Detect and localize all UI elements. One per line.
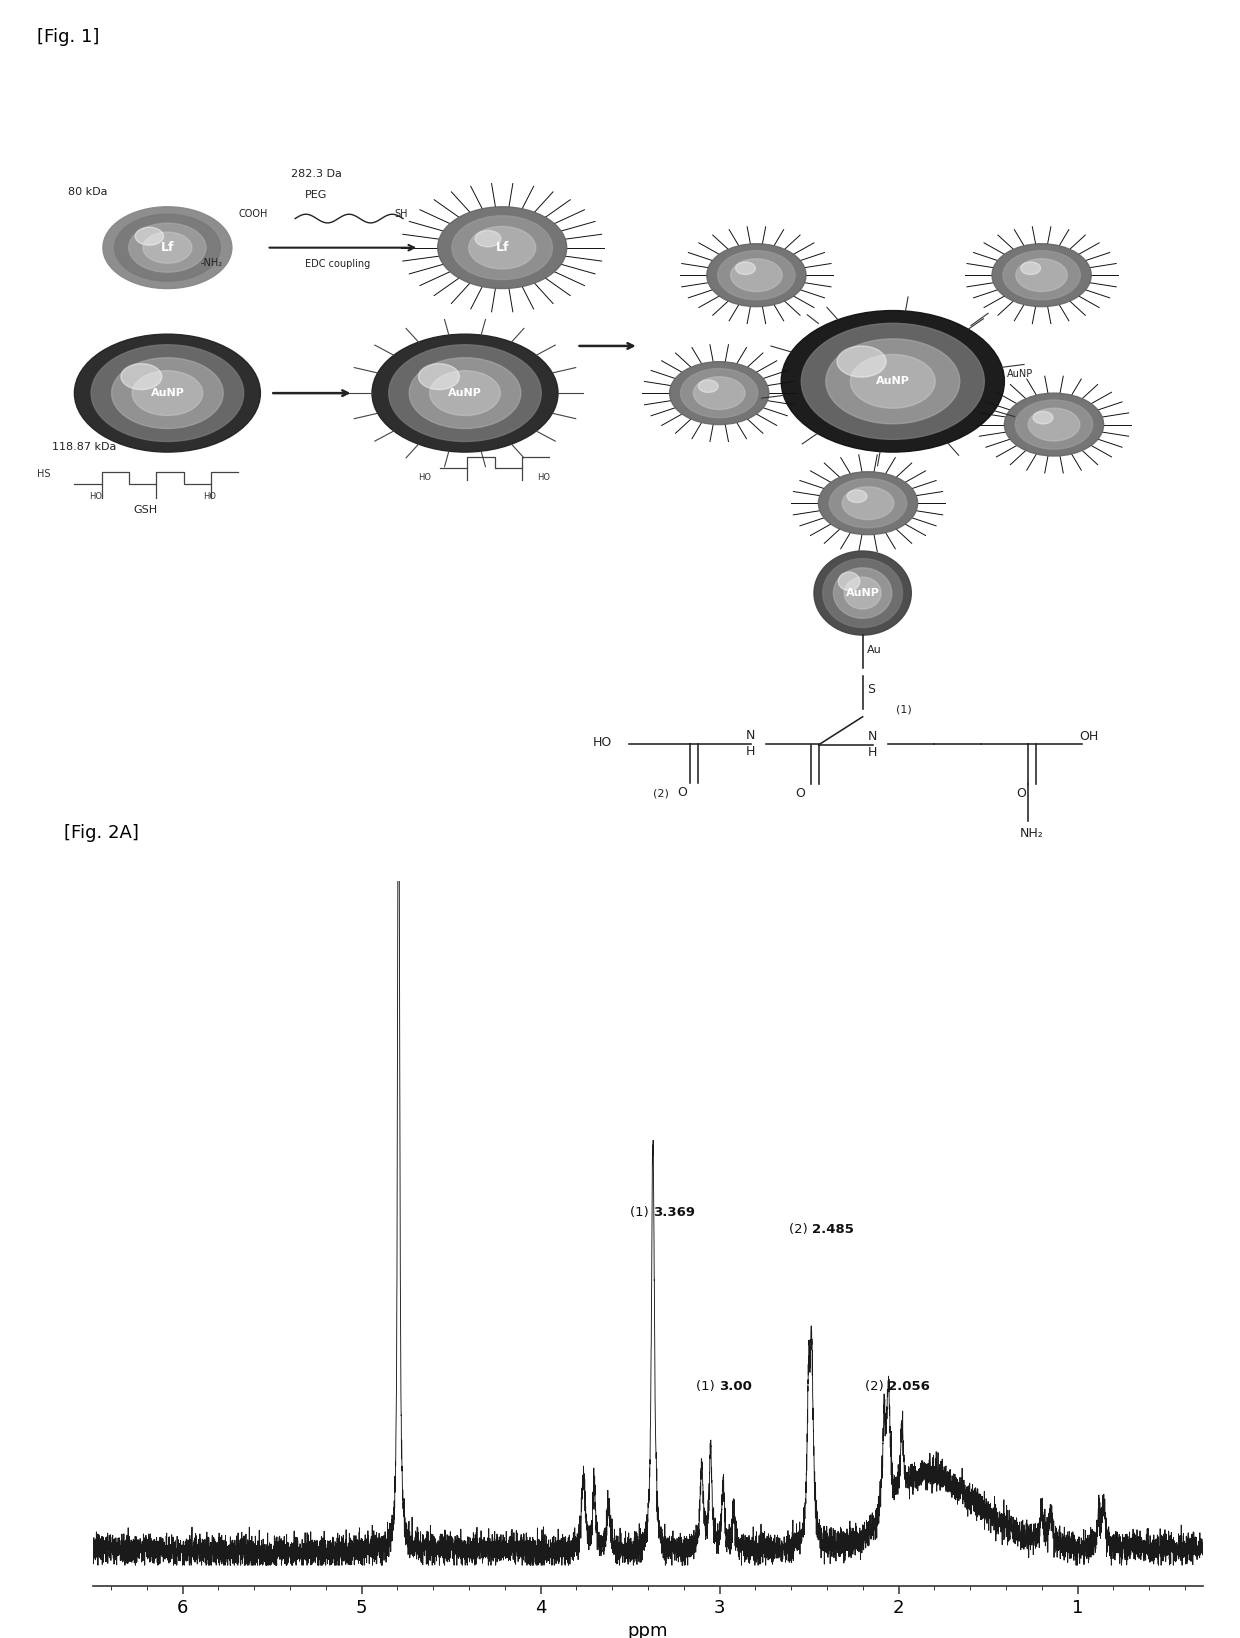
Circle shape	[114, 215, 221, 282]
Circle shape	[851, 354, 935, 408]
Text: EDC coupling: EDC coupling	[305, 259, 370, 269]
Text: O: O	[677, 786, 687, 799]
Circle shape	[830, 478, 906, 527]
Text: (2): (2)	[866, 1381, 889, 1394]
Circle shape	[847, 490, 867, 503]
Text: Lf: Lf	[496, 241, 508, 254]
Circle shape	[1003, 251, 1080, 300]
Circle shape	[129, 223, 206, 272]
Circle shape	[419, 364, 459, 390]
Text: PEG: PEG	[305, 190, 327, 200]
Text: 3.369: 3.369	[653, 1206, 696, 1219]
Circle shape	[718, 251, 795, 300]
Circle shape	[1033, 411, 1053, 424]
Circle shape	[131, 370, 203, 416]
Text: [Fig. 1]: [Fig. 1]	[37, 28, 99, 46]
Text: (2): (2)	[789, 1224, 812, 1237]
Text: O: O	[1016, 788, 1025, 801]
Circle shape	[429, 370, 501, 416]
Circle shape	[112, 357, 223, 429]
Text: 3.00: 3.00	[719, 1381, 753, 1394]
Circle shape	[818, 472, 918, 534]
Circle shape	[833, 568, 892, 618]
Text: 118.87 kDa: 118.87 kDa	[52, 442, 117, 452]
Circle shape	[838, 572, 859, 591]
Text: HO: HO	[203, 493, 216, 501]
Circle shape	[842, 486, 894, 519]
Circle shape	[730, 259, 782, 292]
Text: Au: Au	[867, 645, 882, 655]
Circle shape	[372, 334, 558, 452]
Circle shape	[837, 346, 887, 377]
Circle shape	[438, 206, 567, 288]
Text: 282.3 Da: 282.3 Da	[290, 169, 342, 179]
Text: S: S	[867, 683, 875, 696]
Circle shape	[1016, 400, 1092, 449]
Circle shape	[844, 577, 882, 609]
Text: AuNP: AuNP	[150, 388, 185, 398]
Text: AuNP: AuNP	[846, 588, 879, 598]
Circle shape	[389, 344, 541, 442]
Text: AuNP: AuNP	[1007, 370, 1033, 380]
Circle shape	[1021, 262, 1040, 275]
Circle shape	[475, 231, 501, 247]
Text: SH: SH	[394, 210, 408, 219]
Text: -NH₂: -NH₂	[201, 257, 223, 267]
Text: 2.485: 2.485	[812, 1224, 853, 1237]
Text: (2): (2)	[653, 788, 670, 798]
Circle shape	[698, 380, 718, 393]
Circle shape	[670, 362, 769, 424]
Text: HO: HO	[537, 473, 549, 483]
Circle shape	[813, 550, 911, 636]
Text: (1): (1)	[697, 1381, 719, 1394]
Text: [Fig. 2A]: [Fig. 2A]	[64, 824, 139, 842]
Circle shape	[409, 357, 521, 429]
Circle shape	[735, 262, 755, 275]
Circle shape	[693, 377, 745, 410]
Circle shape	[822, 559, 903, 627]
Circle shape	[1016, 259, 1068, 292]
Circle shape	[120, 364, 161, 390]
Circle shape	[1004, 393, 1104, 455]
Circle shape	[681, 369, 758, 418]
Text: HO: HO	[418, 473, 430, 483]
Text: AuNP: AuNP	[448, 388, 482, 398]
Circle shape	[707, 244, 806, 306]
Circle shape	[451, 216, 553, 280]
Circle shape	[469, 226, 536, 269]
Circle shape	[801, 323, 985, 439]
Text: N: N	[745, 729, 755, 742]
Text: HO: HO	[593, 735, 611, 749]
Text: HS: HS	[37, 468, 51, 480]
Text: OH: OH	[1079, 731, 1099, 744]
Text: AuNP: AuNP	[875, 377, 910, 387]
Text: 80 kDa: 80 kDa	[68, 187, 108, 197]
Circle shape	[103, 206, 232, 288]
Text: O: O	[795, 788, 805, 801]
Circle shape	[781, 311, 1004, 452]
Text: HO: HO	[89, 493, 102, 501]
Text: NH₂: NH₂	[1021, 827, 1044, 840]
Text: GSH: GSH	[133, 506, 157, 516]
Text: H: H	[745, 745, 755, 758]
Text: (1): (1)	[630, 1206, 653, 1219]
Circle shape	[92, 344, 243, 442]
Circle shape	[135, 228, 164, 246]
Circle shape	[826, 339, 960, 424]
Circle shape	[1028, 408, 1080, 441]
X-axis label: ppm: ppm	[627, 1622, 668, 1638]
Text: (1): (1)	[897, 704, 913, 714]
Text: N: N	[867, 731, 877, 744]
Text: H: H	[867, 747, 877, 760]
Text: Lf: Lf	[161, 241, 174, 254]
Circle shape	[143, 233, 192, 264]
Circle shape	[992, 244, 1091, 306]
Circle shape	[74, 334, 260, 452]
Text: 2.056: 2.056	[889, 1381, 930, 1394]
Text: COOH: COOH	[238, 210, 268, 219]
